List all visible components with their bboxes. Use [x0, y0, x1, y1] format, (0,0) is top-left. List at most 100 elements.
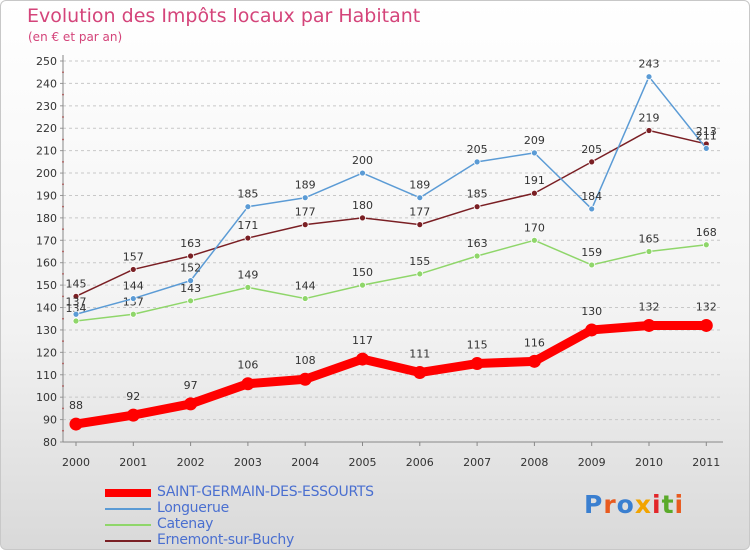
data-label: 243	[639, 58, 660, 71]
chart-subtitle: (en € et par an)	[28, 30, 123, 44]
data-point	[416, 270, 424, 278]
y-tick-label: 100	[36, 391, 57, 404]
data-label: 106	[237, 359, 258, 372]
legend-swatch	[105, 489, 151, 497]
series-line-0	[75, 129, 708, 298]
x-tick-label: 2005	[349, 456, 377, 469]
data-label: 184	[581, 190, 602, 203]
x-tick-label: 2009	[578, 456, 606, 469]
y-tick-label: 200	[36, 167, 57, 180]
data-label: 159	[581, 246, 602, 259]
data-label: 170	[524, 221, 545, 234]
data-point	[531, 189, 538, 197]
data-point	[72, 292, 80, 300]
legend-label: Catenay	[157, 516, 214, 532]
data-label: 117	[352, 334, 373, 347]
y-tick-label: 160	[36, 257, 57, 270]
data-label: 185	[237, 188, 258, 201]
data-point	[356, 352, 369, 366]
x-tick-label: 2003	[234, 456, 262, 469]
x-tick-label: 2001	[119, 456, 147, 469]
data-label: 97	[184, 379, 198, 392]
data-point	[416, 194, 424, 202]
data-point	[69, 417, 83, 431]
chart-title: Evolution des Impôts locaux par Habitant	[27, 5, 421, 27]
data-point	[473, 158, 481, 166]
data-point	[187, 277, 195, 285]
data-label: 92	[126, 390, 140, 403]
legend-swatch	[105, 524, 151, 526]
x-tick-label: 2007	[463, 456, 491, 469]
data-point	[702, 145, 710, 152]
legend-swatch	[105, 508, 151, 510]
data-label: 145	[66, 277, 87, 290]
data-point	[126, 408, 140, 422]
data-label: 155	[409, 255, 430, 268]
data-label: 205	[467, 143, 488, 156]
data-label: 177	[409, 206, 430, 219]
data-label: 134	[66, 302, 87, 315]
y-tick-label: 80	[43, 436, 57, 449]
data-label: 144	[295, 280, 316, 293]
data-point	[527, 354, 541, 368]
y-tick-label: 210	[36, 145, 57, 158]
data-point	[244, 203, 252, 211]
data-point	[187, 252, 195, 260]
y-tick-label: 120	[36, 346, 57, 359]
data-point	[645, 248, 653, 255]
data-label: 168	[696, 226, 717, 239]
data-label: 130	[581, 305, 602, 318]
series-line-2	[75, 75, 708, 316]
data-label: 143	[180, 282, 201, 295]
data-point	[244, 234, 252, 242]
data-point	[241, 377, 255, 391]
logo-text: Proxiti	[584, 490, 685, 519]
series-line-1	[75, 239, 708, 322]
data-point	[244, 283, 252, 291]
data-point	[416, 221, 424, 229]
proxiti-logo: Proxiti	[584, 490, 684, 519]
data-point	[473, 252, 481, 260]
data-point	[301, 194, 309, 202]
y-tick-label: 150	[36, 279, 57, 292]
data-point	[298, 372, 312, 386]
data-label: 149	[237, 268, 258, 281]
data-label: 157	[123, 250, 144, 263]
data-label: 111	[409, 348, 430, 361]
data-point	[585, 323, 599, 337]
x-tick-label: 2000	[62, 456, 90, 469]
y-tick-label: 220	[36, 122, 57, 135]
legend-label: SAINT-GERMAIN-DES-ESSOURTS	[157, 484, 374, 500]
data-label: 163	[180, 237, 201, 250]
data-point	[301, 295, 309, 302]
data-label: 115	[467, 339, 488, 352]
data-label: 150	[352, 266, 373, 279]
data-label: 189	[409, 179, 430, 192]
data-point	[588, 158, 596, 166]
x-tick-label: 2010	[635, 456, 663, 469]
data-point	[301, 221, 309, 229]
data-label: 108	[295, 354, 316, 367]
data-point	[184, 397, 198, 411]
data-point	[470, 357, 484, 371]
y-tick-label: 110	[36, 369, 57, 382]
data-point	[359, 214, 366, 222]
y-tick-label: 180	[36, 212, 57, 225]
data-label: 200	[352, 154, 373, 167]
data-point	[702, 241, 710, 249]
data-label: 165	[639, 233, 660, 246]
data-label: 189	[295, 179, 316, 192]
data-label: 191	[524, 174, 545, 187]
data-point	[187, 297, 195, 305]
data-label: 132	[696, 300, 717, 313]
x-tick-label: 2002	[177, 456, 205, 469]
data-point	[359, 281, 366, 289]
y-tick-label: 90	[43, 414, 57, 427]
y-tick-label: 240	[36, 77, 57, 90]
x-tick-label: 2006	[406, 456, 434, 469]
data-label: 180	[352, 199, 373, 212]
y-tick-label: 140	[36, 302, 57, 315]
data-label: 185	[467, 188, 488, 201]
